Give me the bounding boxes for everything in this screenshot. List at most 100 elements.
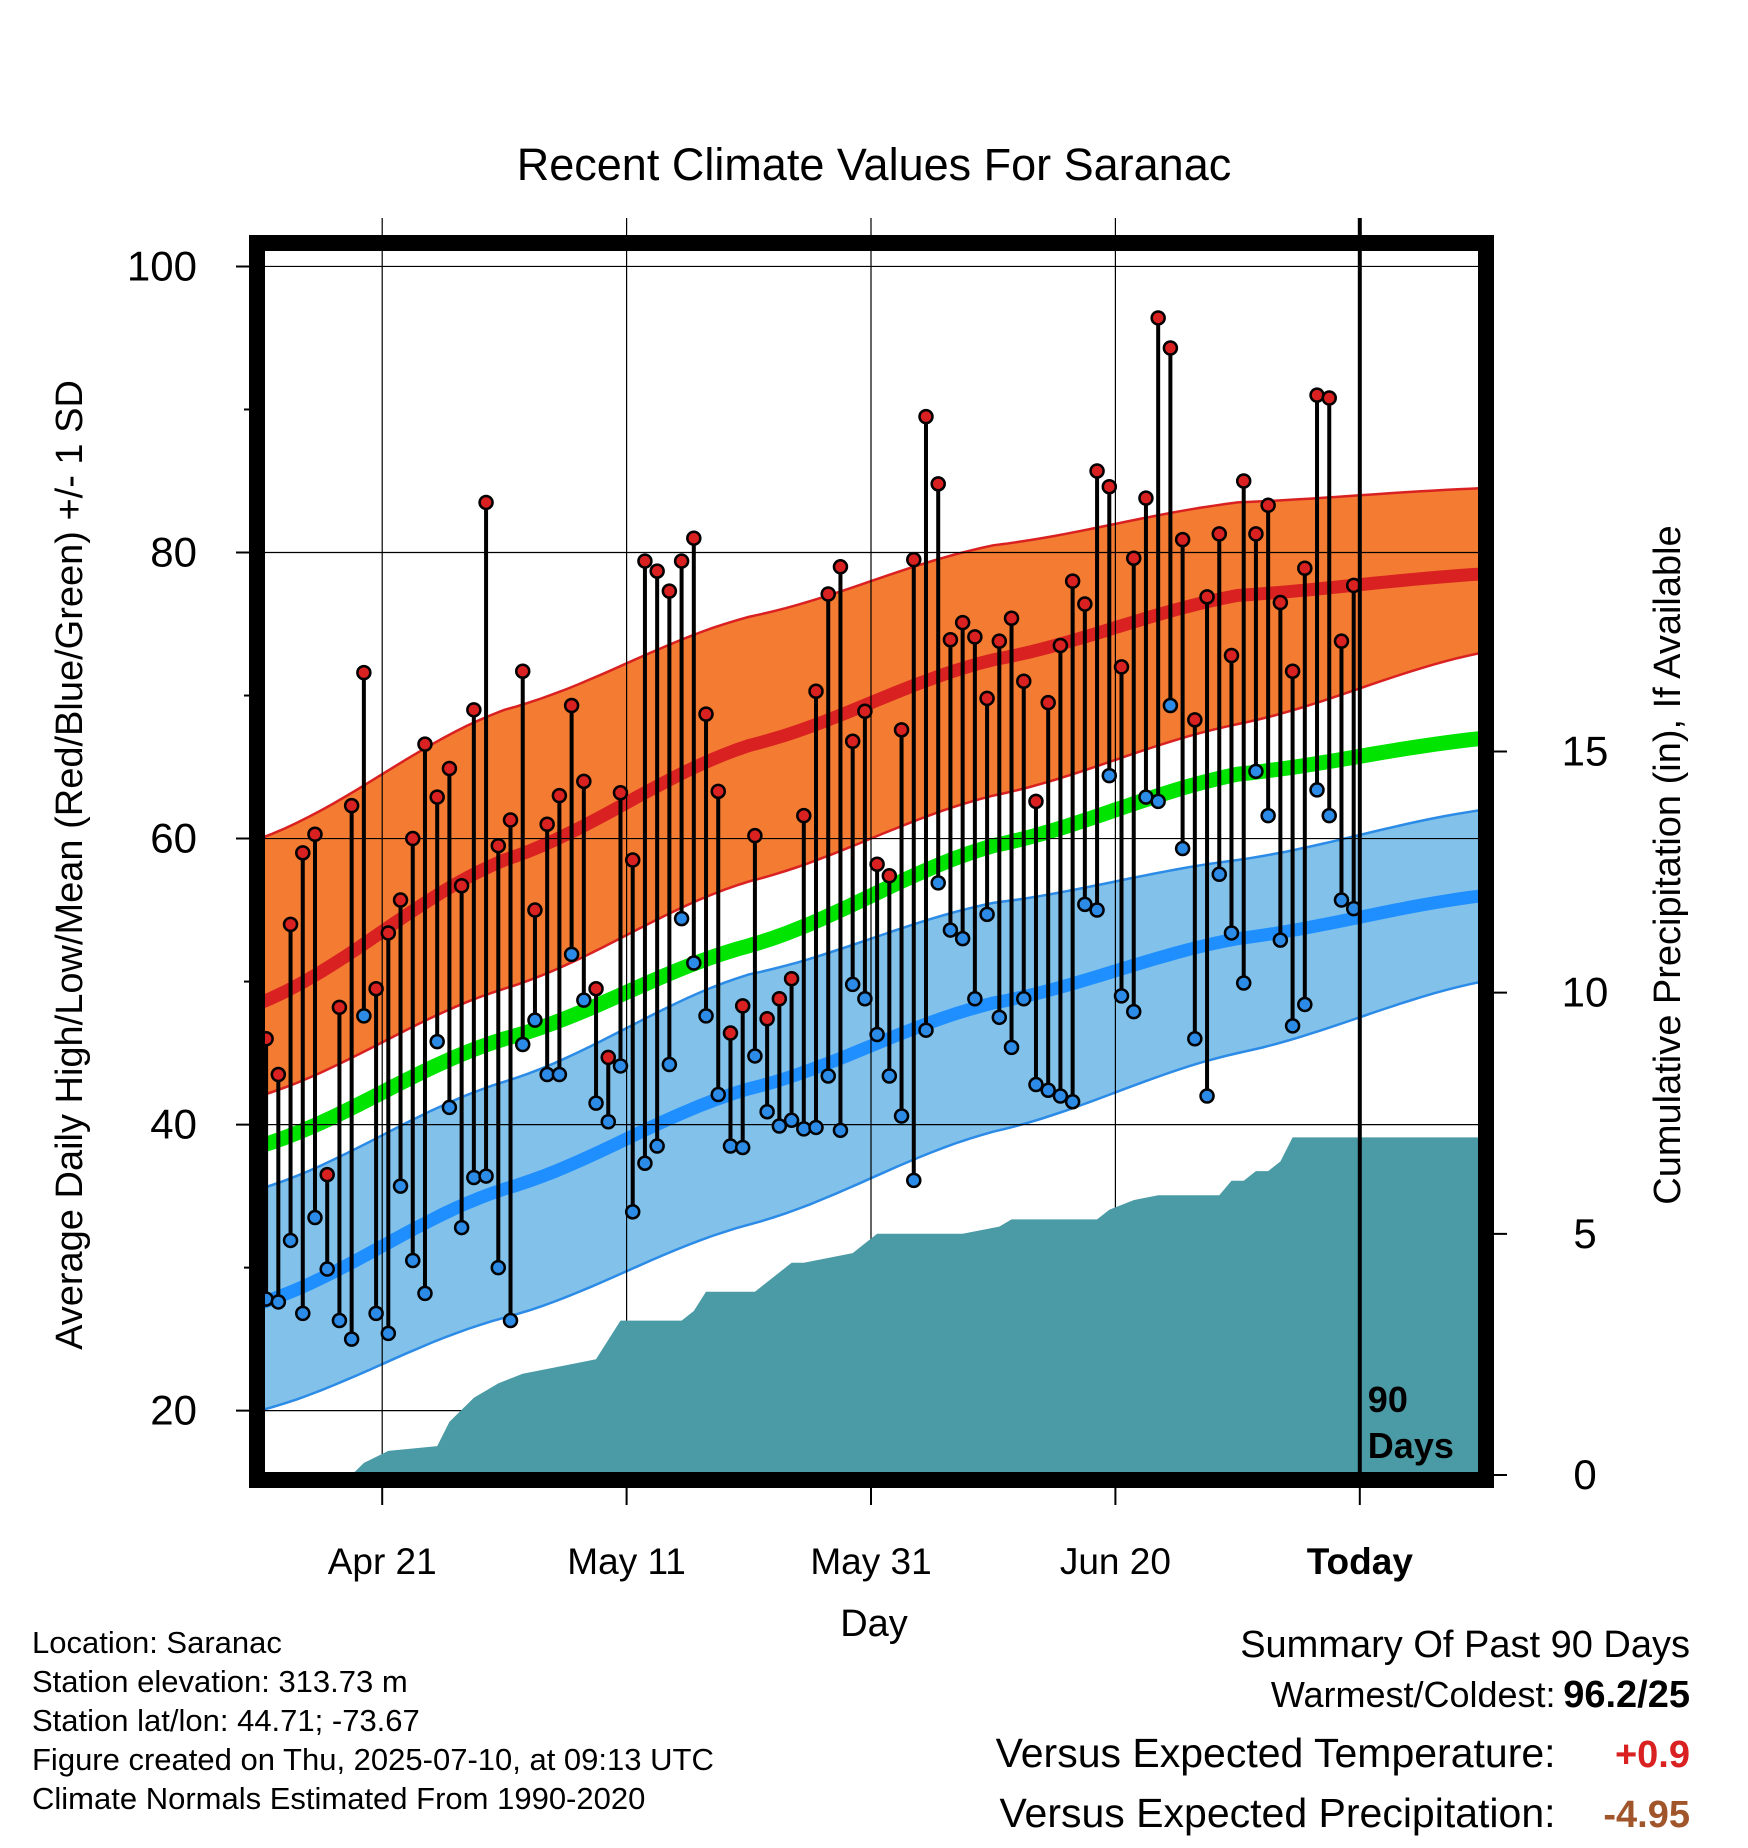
high-point bbox=[686, 530, 702, 546]
daily-range-bars bbox=[264, 317, 1356, 1340]
high-point bbox=[551, 787, 568, 804]
low-point bbox=[282, 1232, 299, 1249]
high-point bbox=[710, 783, 726, 800]
low-point bbox=[820, 1068, 836, 1084]
high-point bbox=[771, 990, 788, 1007]
low-point bbox=[967, 990, 983, 1007]
high-point bbox=[1223, 647, 1240, 664]
high-point bbox=[539, 816, 555, 832]
high-point bbox=[319, 1166, 335, 1183]
high-point bbox=[282, 916, 299, 933]
low-point bbox=[930, 875, 946, 891]
x-tick-label: Apr 21 bbox=[328, 1541, 437, 1582]
high-point bbox=[356, 664, 372, 681]
low-point bbox=[1174, 840, 1191, 857]
high-point bbox=[1113, 659, 1130, 675]
low-point bbox=[1016, 990, 1032, 1007]
high-point bbox=[527, 902, 543, 918]
high-point bbox=[514, 663, 531, 679]
elevation-text: Station elevation: 313.73 m bbox=[32, 1664, 408, 1699]
low-point bbox=[1199, 1088, 1215, 1104]
high-point bbox=[869, 856, 885, 873]
high-point bbox=[979, 690, 995, 707]
x-tick-label: Today bbox=[1307, 1541, 1414, 1582]
y-tick-label: 40 bbox=[150, 1101, 197, 1148]
high-point bbox=[906, 551, 922, 568]
high-point bbox=[466, 702, 482, 718]
warmest-coldest-value: 96.2/25 bbox=[1563, 1674, 1690, 1716]
low-point bbox=[478, 1168, 494, 1184]
low-point bbox=[527, 1012, 543, 1028]
low-point bbox=[661, 1056, 678, 1073]
low-point bbox=[600, 1113, 617, 1130]
created-text: Figure created on Thu, 2025-07-10, at 09… bbox=[32, 1742, 714, 1777]
high-point bbox=[1260, 497, 1276, 514]
low-point bbox=[466, 1169, 482, 1186]
high-point bbox=[918, 408, 934, 425]
low-point bbox=[1223, 925, 1240, 941]
low-point bbox=[832, 1122, 849, 1139]
y-tick-label: 100 bbox=[127, 242, 197, 289]
y2-tick-label: 0 bbox=[1573, 1451, 1596, 1498]
high-point bbox=[1052, 637, 1069, 654]
high-point bbox=[673, 553, 690, 569]
high-point bbox=[783, 970, 800, 987]
axes: 20 40 60 80 100 0 5 10 15 Apr 21 May 11 May 31 Jun 2… bbox=[127, 242, 1608, 1582]
x-tick-label: Jun 20 bbox=[1060, 1541, 1171, 1582]
high-point bbox=[1211, 526, 1228, 542]
temp-value: +0.9 bbox=[1614, 1734, 1690, 1776]
high-point bbox=[796, 807, 812, 824]
low-point bbox=[1333, 892, 1350, 908]
summary-title: Summary Of Past 90 Days bbox=[1240, 1624, 1690, 1666]
high-point bbox=[1064, 573, 1081, 589]
low-point bbox=[796, 1121, 812, 1137]
high-point bbox=[295, 845, 311, 861]
low-point bbox=[307, 1209, 323, 1226]
high-point bbox=[881, 867, 898, 884]
high-point bbox=[490, 837, 507, 854]
high-point bbox=[1101, 478, 1118, 495]
summary-precip: Versus Expected Precipitation: -4.95 bbox=[996, 1788, 1690, 1848]
x-axis-label: Day bbox=[840, 1603, 908, 1645]
low-point bbox=[502, 1312, 519, 1329]
high-point bbox=[1333, 633, 1350, 649]
high-point bbox=[576, 773, 592, 790]
low-point bbox=[673, 910, 690, 927]
high-point bbox=[844, 733, 861, 750]
high-point bbox=[808, 683, 824, 699]
x-tick-label: May 31 bbox=[810, 1541, 931, 1582]
low-point bbox=[624, 1204, 641, 1220]
y2-tick-label: 5 bbox=[1573, 1210, 1596, 1257]
low-point bbox=[1125, 1003, 1142, 1020]
y2-tick-label: 15 bbox=[1562, 727, 1609, 774]
low-point bbox=[1260, 807, 1276, 824]
high-point bbox=[1174, 531, 1191, 548]
high-point bbox=[930, 476, 946, 492]
high-point bbox=[1125, 550, 1142, 566]
high-point bbox=[1040, 694, 1056, 711]
today-days-label: Days bbox=[1368, 1425, 1454, 1466]
low-point bbox=[906, 1172, 922, 1189]
low-point bbox=[844, 976, 861, 993]
high-point bbox=[1077, 596, 1093, 612]
high-point bbox=[1028, 793, 1044, 810]
low-point bbox=[343, 1331, 360, 1347]
low-point bbox=[270, 1294, 287, 1310]
low-point bbox=[759, 1103, 775, 1120]
high-point bbox=[1284, 663, 1301, 679]
high-point bbox=[624, 852, 641, 868]
low-point bbox=[881, 1068, 898, 1084]
low-point bbox=[1248, 763, 1264, 780]
high-point bbox=[698, 706, 714, 722]
high-point bbox=[600, 1049, 617, 1066]
low-point bbox=[649, 1138, 665, 1154]
low-point bbox=[1284, 1018, 1301, 1034]
high-point bbox=[1187, 712, 1203, 728]
summary-warmest-coldest: Warmest/Coldest: 96.2/25 bbox=[996, 1670, 1690, 1728]
low-point bbox=[918, 1022, 934, 1038]
low-point bbox=[563, 946, 580, 963]
high-point bbox=[1309, 387, 1325, 403]
high-point bbox=[1235, 473, 1252, 489]
low-point bbox=[588, 1095, 604, 1111]
high-point bbox=[441, 760, 458, 777]
